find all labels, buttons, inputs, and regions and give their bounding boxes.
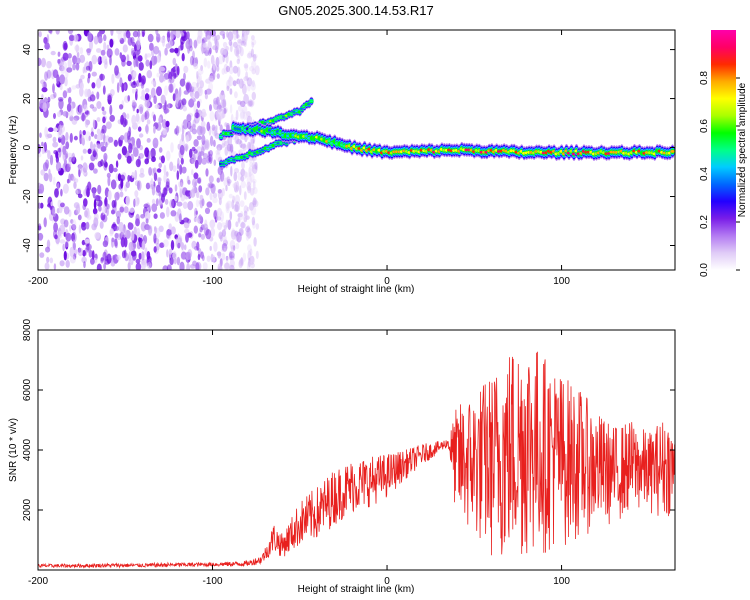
spectrogram-y-tick-label: 40 [22,44,33,56]
spectrogram-x-tick-label: 100 [553,276,570,287]
spectrogram-signal-band [219,96,675,169]
spectrogram-x-tick-label: -200 [28,276,48,287]
spectrogram-main-band-mark [670,150,675,153]
snr-x-tick-label: 100 [553,576,570,587]
spectrogram-y-tick-label: 20 [22,93,33,105]
snr-y-label: SNR (10 * v/v) [8,418,19,482]
colorbar-tick-label: 0.6 [699,119,710,133]
colorbar-label: Normalized spectral amplitude [737,82,748,217]
spectrogram-upper-branch-mark [309,100,314,103]
spectrogram-y-label: Frequency (Hz) [8,116,19,185]
snr-x-tick-label: 0 [384,576,390,587]
snr-y-tick-label: 4000 [22,438,33,461]
spectrogram-y-tick-label: 0 [22,144,33,150]
snr-y-tick-label: 8000 [22,318,33,341]
snr-y-tick-label: 2000 [22,498,33,521]
snr-panel: -200 -100 0 100 2000 4000 6000 8000 Height of … [8,318,676,595]
snr-x-tick-label: -100 [203,576,223,587]
spectrogram-x-label: Height of straight line (km) [298,284,415,295]
spectrogram-frame [37,29,676,271]
snr-y-tick-label: 6000 [22,378,33,401]
spectrogram-y-tick-label: -40 [22,238,33,253]
spectrogram-y-tick-label: -20 [22,189,33,204]
colorbar-ticks: 0.0 0.2 0.4 0.6 0.8 [699,71,740,277]
colorbar: 0.0 0.2 0.4 0.6 0.8 Normalized spectral ampl… [699,30,748,277]
colorbar-tick-label: 0.4 [699,167,710,181]
spectrogram-y-axis: -40 -20 0 20 40 [22,44,675,253]
spectrogram-x-tick-label: -100 [203,276,223,287]
snr-series-line [38,351,675,569]
spectrogram-noise-region [38,30,260,270]
chart-title: GN05.2025.300.14.53.R17 [278,3,433,18]
colorbar-tick-label: 0.2 [699,215,710,229]
spectrogram-x-tick-label: 0 [384,276,390,287]
snr-x-label: Height of straight line (km) [298,584,415,595]
snr-x-tick-label: -200 [28,576,48,587]
colorbar-scale [711,30,736,270]
snr-y-axis: 2000 4000 6000 8000 [22,318,675,521]
snr-x-axis: -200 -100 0 100 [28,330,570,587]
colorbar-tick-label: 0.0 [699,263,710,277]
colorbar-tick-label: 0.8 [699,71,710,85]
spectrogram-x-axis: -200 -100 0 100 [28,30,570,287]
